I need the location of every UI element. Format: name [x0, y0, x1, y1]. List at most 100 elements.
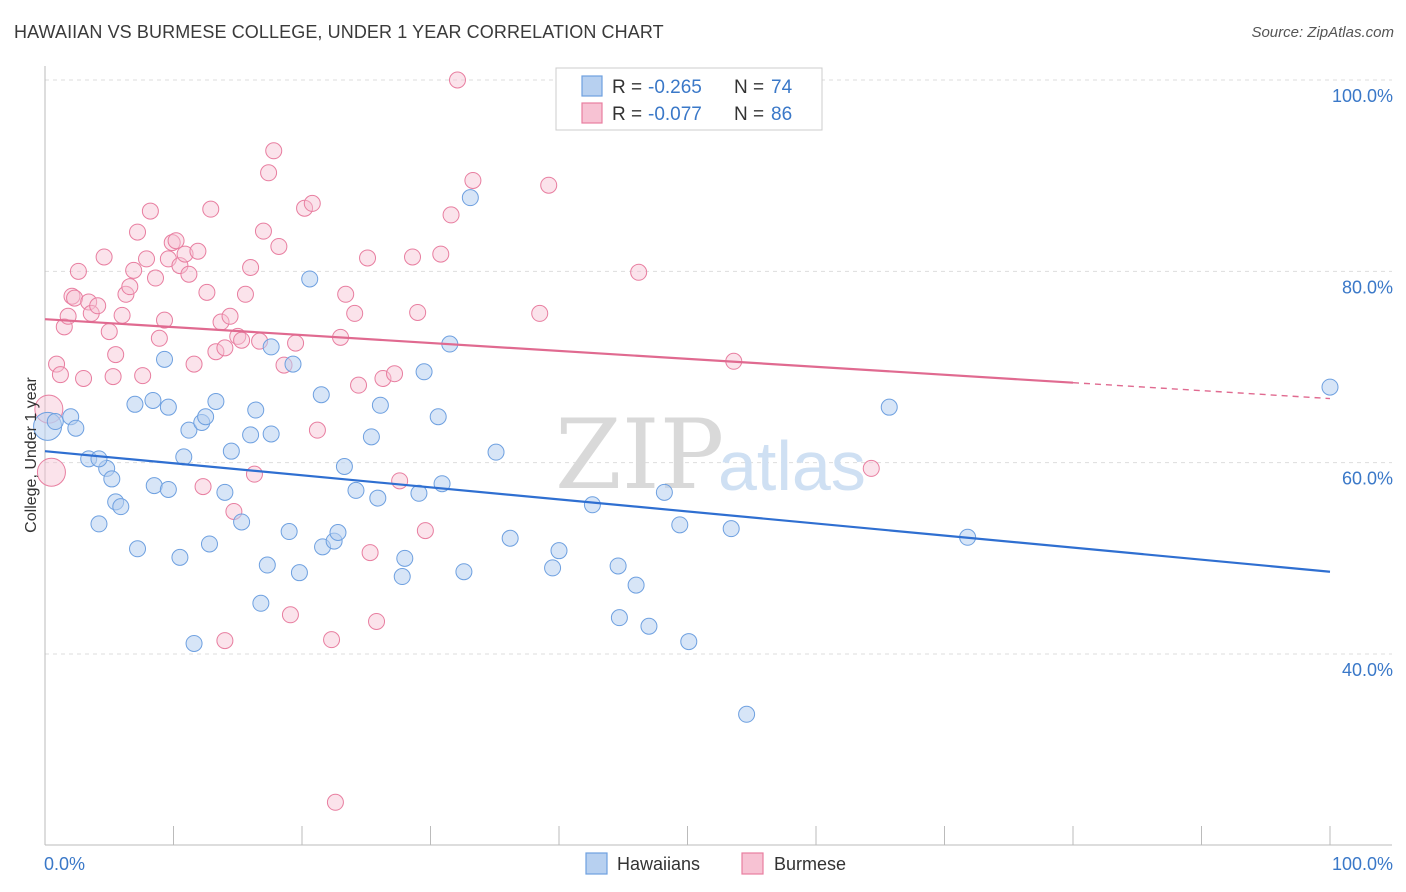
- x-tick-label: 100.0%: [1332, 854, 1393, 874]
- legend-r-label-burmese: R =: [612, 104, 642, 125]
- hawaiians-point: [415, 363, 433, 381]
- hawaiians-point: [583, 496, 601, 514]
- burmese-point: [198, 283, 216, 301]
- hawaiians-point: [455, 563, 473, 581]
- hawaiians-point: [252, 594, 270, 612]
- hawaiians-point: [1321, 378, 1339, 396]
- hawaiians-point: [112, 498, 130, 516]
- hawaiians-trend-line: [44, 450, 1331, 573]
- y-tick-label: 60.0%: [1342, 469, 1393, 489]
- hawaiians-point: [242, 426, 260, 444]
- burmese-point: [409, 303, 427, 321]
- hawaiians-point: [46, 413, 64, 431]
- burmese-point: [107, 346, 125, 364]
- legend-n-label-burmese: N =: [734, 104, 764, 125]
- hawaiians-point: [335, 457, 353, 475]
- burmese-point: [48, 355, 66, 373]
- hawaiians-point: [156, 350, 174, 368]
- x-tick-labels: 0.0% 100.0%: [44, 854, 1393, 874]
- burmese-point: [862, 459, 880, 477]
- hawaiians-point: [655, 483, 673, 501]
- hawaiians-point: [103, 470, 121, 488]
- hawaiians-point: [171, 548, 189, 566]
- hawaiians-point: [393, 568, 411, 586]
- burmese-point: [75, 369, 93, 387]
- burmese-point: [185, 355, 203, 373]
- burmese-point: [242, 259, 260, 277]
- x-tick-label: 0.0%: [44, 854, 85, 874]
- hawaiians-point: [627, 576, 645, 594]
- hawaiians-point: [880, 398, 898, 416]
- burmese-point: [323, 631, 341, 649]
- legend-n-value-hawaiians: 74: [771, 77, 793, 98]
- hawaiians-point: [258, 556, 276, 574]
- legend-swatch-burmese: [581, 102, 603, 124]
- hawaiians-point: [144, 391, 162, 409]
- burmese-point: [448, 71, 466, 89]
- burmese-point: [176, 245, 194, 263]
- burmese-point: [167, 232, 185, 250]
- burmese-point: [531, 304, 549, 322]
- y-tick-label: 80.0%: [1342, 277, 1393, 297]
- burmese-point: [194, 478, 212, 496]
- bottom-legend-label-hawaiians: Hawaiians: [617, 854, 700, 874]
- legend-r-value-burmese: -0.077: [648, 104, 702, 125]
- hawaiians-point: [680, 633, 698, 651]
- watermark: ZIP atlas: [555, 399, 866, 511]
- burmese-point: [113, 306, 131, 324]
- data-points: [33, 71, 1339, 811]
- burmese-point: [66, 289, 84, 307]
- burmese-point: [51, 366, 69, 384]
- burmese-point: [89, 297, 107, 315]
- burmese-point: [125, 261, 143, 279]
- burmese-point: [150, 329, 168, 347]
- series-legend: Hawaiians Burmese: [585, 852, 846, 875]
- burmese-point: [303, 194, 321, 212]
- bottom-legend-swatch-burmese: [741, 852, 764, 875]
- hawaiians-point: [369, 489, 387, 507]
- burmese-point: [202, 200, 220, 218]
- hawaiians-point: [501, 529, 519, 547]
- burmese-point: [308, 421, 326, 439]
- hawaiians-point: [362, 428, 380, 446]
- hawaiians-point: [671, 516, 689, 534]
- burmese-point: [630, 263, 648, 281]
- burmese-point: [134, 367, 152, 385]
- burmese-trend-extension: [1072, 381, 1331, 400]
- hawaiians-point: [159, 480, 177, 498]
- hawaiians-point: [126, 395, 144, 413]
- burmese-trend-line: [44, 318, 1074, 384]
- burmese-point: [117, 285, 135, 303]
- legend-r-label-hawaiians: R =: [612, 77, 642, 98]
- burmese-point: [221, 307, 239, 325]
- legend-n-value-burmese: 86: [771, 104, 792, 125]
- burmese-point: [216, 632, 234, 650]
- legend-n-label-hawaiians: N =: [734, 77, 764, 98]
- legend-swatch-hawaiians: [581, 75, 603, 97]
- hawaiians-point: [175, 448, 193, 466]
- hawaiians-point: [197, 408, 215, 426]
- hawaiians-point: [145, 477, 163, 495]
- hawaiians-point: [396, 549, 414, 567]
- hawaiians-point: [262, 425, 280, 443]
- burmese-point: [350, 376, 368, 394]
- hawaiians-point: [180, 421, 198, 439]
- hawaiians-point: [371, 396, 389, 414]
- correlation-legend: R = -0.265 N = 74 R = -0.077 N = 86: [555, 67, 823, 131]
- hawaiians-point: [429, 408, 447, 426]
- burmese-point: [359, 249, 377, 267]
- hawaiians-point: [185, 634, 203, 652]
- burmese-point: [254, 222, 272, 240]
- hawaiians-point: [216, 483, 234, 501]
- burmese-point: [100, 323, 118, 341]
- bottom-legend-label-burmese: Burmese: [774, 854, 846, 874]
- hawaiians-point: [207, 392, 225, 410]
- bottom-legend-swatch-hawaiians: [585, 852, 608, 875]
- burmese-point: [36, 457, 66, 487]
- burmese-point: [233, 331, 251, 349]
- burmese-point: [361, 544, 379, 562]
- burmese-point: [270, 237, 288, 255]
- y-tick-label: 40.0%: [1342, 660, 1393, 680]
- burmese-point: [236, 285, 254, 303]
- hawaiians-point: [738, 705, 756, 723]
